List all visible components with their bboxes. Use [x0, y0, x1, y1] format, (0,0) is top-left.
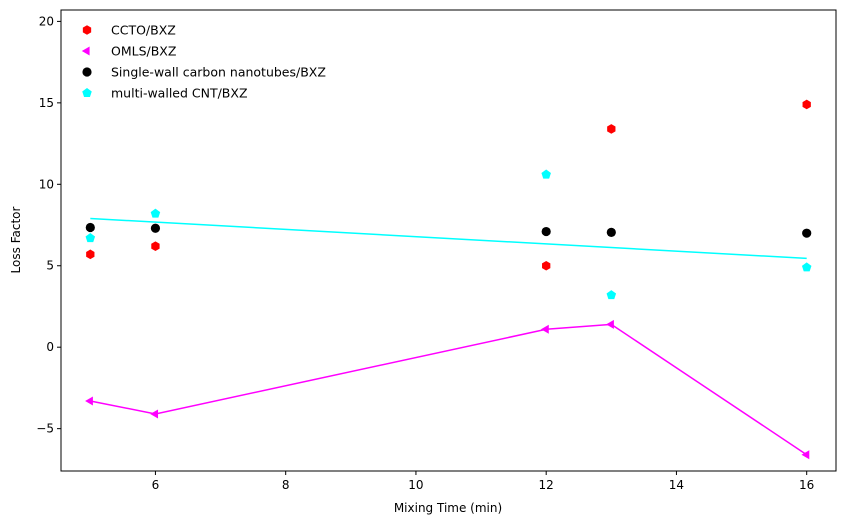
trend-line: [90, 217, 807, 260]
x-tick-label: 8: [282, 478, 290, 492]
data-point-ccto-bxz-3: [607, 124, 616, 134]
data-point-multi-walled-cnt-bxz-3: [606, 290, 617, 300]
data-point-ccto-bxz-2: [542, 260, 551, 271]
data-point-multi-walled-cnt-bxz-4: [801, 262, 812, 272]
data-point-single-wall-carbon-nanotubes-bxz-1: [150, 223, 161, 233]
plot-frame: [60, 9, 837, 472]
x-tick-label: 12: [539, 478, 554, 492]
data-point-ccto-bxz-0: [86, 249, 95, 260]
legend-marker-3: [82, 88, 92, 98]
legend-label: OMLS/BXZ: [111, 44, 176, 59]
y-axis: −5 0 5 10 15 20: [36, 14, 61, 436]
y-tick-label: 15: [39, 96, 54, 110]
y-tick-label: 5: [46, 259, 54, 273]
data-point-multi-walled-cnt-bxz-1: [150, 208, 161, 218]
x-axis: 6 8 10 12 14 16: [152, 471, 814, 492]
legend-marker-1: [81, 46, 90, 56]
x-tick-label: 10: [408, 478, 423, 492]
data-point-omls-bxz-3: [606, 319, 614, 329]
y-axis-label: Loss Factor: [9, 207, 23, 274]
data-point-ccto-bxz-1: [151, 241, 160, 251]
data-point-single-wall-carbon-nanotubes-bxz-4: [802, 228, 812, 238]
data-point-single-wall-carbon-nanotubes-bxz-0: [85, 222, 95, 233]
data-point-single-wall-carbon-nanotubes-bxz-2: [541, 226, 551, 237]
x-tick-label: 6: [152, 478, 160, 492]
data-point-omls-bxz-0: [85, 396, 93, 406]
legend-marker-2: [82, 67, 92, 77]
y-tick-label: 10: [39, 177, 54, 191]
data-point-omls-bxz-4: [801, 450, 810, 460]
data-point-omls-bxz-2: [540, 324, 549, 334]
x-axis-label: Mixing Time (min): [394, 501, 502, 515]
y-tick-label: 20: [39, 14, 54, 28]
legend-marker-0: [82, 25, 92, 35]
x-tick-label: 16: [799, 478, 814, 492]
x-tick-label: 14: [669, 478, 684, 492]
legend-label: Single-wall carbon nanotubes/BXZ: [111, 65, 326, 80]
plot-layer: [85, 99, 812, 460]
legend-label: CCTO/BXZ: [111, 23, 176, 38]
y-tick-label: 0: [46, 340, 54, 354]
data-point-omls-bxz-1: [150, 409, 159, 419]
y-tick-label: −5: [36, 422, 54, 436]
data-point-ccto-bxz-4: [802, 99, 811, 110]
data-point-multi-walled-cnt-bxz-2: [541, 169, 551, 179]
legend-label: multi-walled CNT/BXZ: [111, 86, 248, 101]
legend: CCTO/BXZ OMLS/BXZ Single-wall carbon nanot…: [81, 23, 326, 101]
data-point-multi-walled-cnt-bxz-0: [85, 233, 96, 243]
data-point-single-wall-carbon-nanotubes-bxz-3: [606, 227, 616, 237]
